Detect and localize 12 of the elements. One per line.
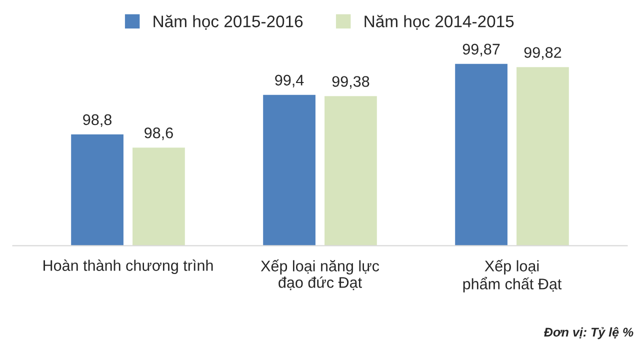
annotation: Đơn vị: Tỷ lệ % [544, 327, 634, 340]
data-label: 99,4 [275, 74, 304, 88]
x-tick-label: Xếp loại phẩm chất Đạt [463, 260, 562, 292]
data-label: 99,87 [462, 44, 500, 56]
legend-label: Năm học 2014-2015 [364, 14, 514, 30]
data-label: 98,8 [83, 114, 112, 127]
x-tick-label: Hoàn thành chương trình [44, 260, 213, 274]
x-tick-label: Xếp loại năng lực đạo đức Đạt [260, 260, 380, 290]
data-label: 98,6 [144, 127, 173, 140]
data-label: 99,38 [332, 76, 370, 89]
legend-label: Năm học 2015-2016 [154, 14, 303, 30]
data-label: 99,82 [524, 47, 562, 60]
